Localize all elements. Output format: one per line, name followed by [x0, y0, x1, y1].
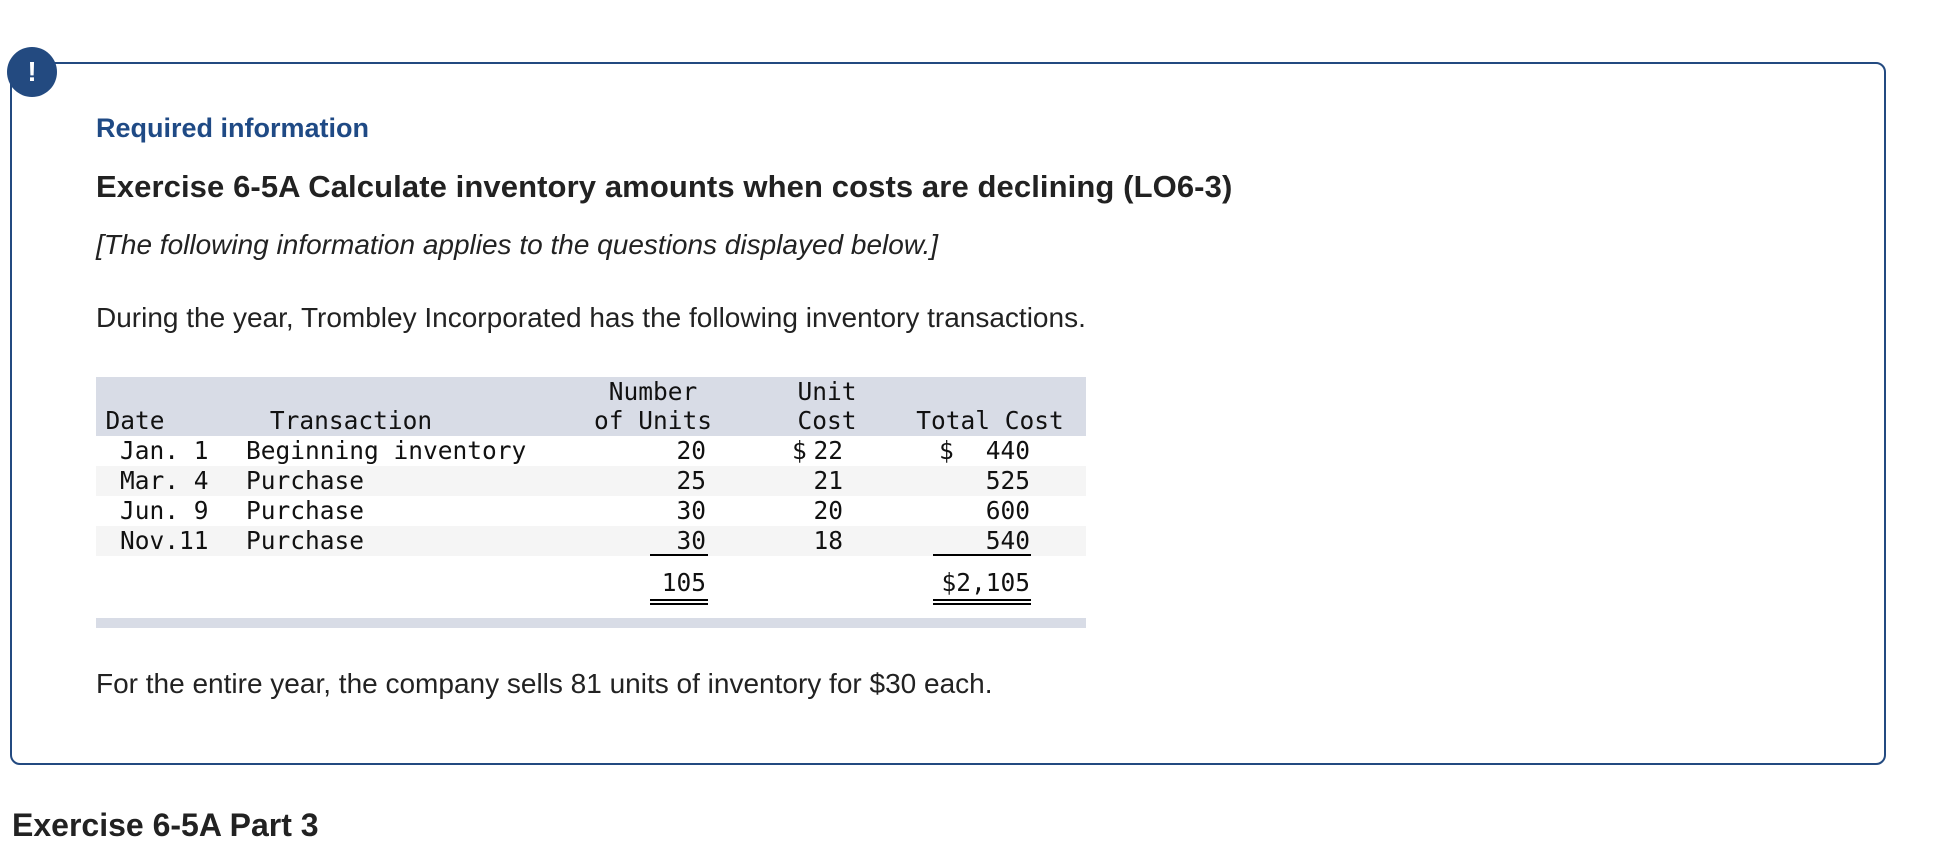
header-transaction: Transaction [269, 406, 433, 435]
cell-date: Jun. 9 [120, 496, 209, 525]
cell-units: 30 [676, 496, 706, 525]
units-total-double-rule [650, 599, 708, 605]
cell-unit-cost-symbol: $ [792, 436, 807, 465]
cell-unit-cost: 20 [813, 496, 843, 525]
header-unit-cost-line2: Cost [797, 406, 857, 435]
applies-note: [The following information applies to th… [96, 229, 939, 260]
cell-unit-cost: 22 [813, 436, 843, 465]
header-total-cost: Total Cost [916, 406, 1064, 435]
table-row: Nov.11 Purchase 30 18 540 [96, 526, 1086, 556]
total-cost-subtotal-rule [933, 554, 1031, 556]
cell-transaction: Beginning inventory [246, 436, 527, 465]
cell-date: Nov.11 [120, 526, 209, 555]
sales-note: For the entire year, the company sells 8… [96, 668, 993, 699]
table-row: Mar. 4 Purchase 25 21 525 [96, 466, 1086, 496]
cell-total-cost: 600 [985, 496, 1030, 525]
cell-total-cost: 440 [985, 436, 1030, 465]
totals-row: 105 $2,105 [96, 556, 1086, 618]
exercise-title: Exercise 6-5A Calculate inventory amount… [96, 169, 1233, 204]
cell-units: 30 [676, 526, 706, 555]
cell-units: 25 [676, 466, 706, 495]
table-row: Jun. 9 Purchase 30 20 600 [96, 496, 1086, 526]
cell-total-cost: 540 [985, 526, 1030, 555]
header-unit-cost-line1: Unit [797, 377, 857, 406]
inventory-transactions-table: Date Transaction Number of Units Unit Co… [96, 377, 1086, 628]
cell-unit-cost: 21 [813, 466, 843, 495]
exclamation-icon: ! [7, 47, 57, 97]
cell-transaction: Purchase [246, 526, 365, 555]
cell-transaction: Purchase [246, 466, 365, 495]
table-header: Date Transaction Number of Units Unit Co… [96, 377, 1086, 436]
part-3-heading: Exercise 6-5A Part 3 [12, 807, 319, 843]
required-information-label: Required information [96, 113, 370, 143]
cell-units: 20 [676, 436, 706, 465]
table-footer-band [96, 618, 1086, 628]
cell-total-symbol: $ [939, 436, 954, 465]
units-subtotal-rule [650, 554, 708, 556]
header-units-line2: of Units [593, 406, 712, 435]
required-information-panel [10, 62, 1886, 765]
cell-unit-cost: 18 [813, 526, 843, 555]
total-cost-double-rule [933, 599, 1031, 605]
total-units: 105 [661, 568, 706, 597]
table-row: Jan. 1 Beginning inventory 20 $ 22 $ 440 [96, 436, 1086, 466]
cell-total-cost: 525 [985, 466, 1030, 495]
cell-date: Jan. 1 [120, 436, 209, 465]
cell-transaction: Purchase [246, 496, 365, 525]
header-date: Date [105, 406, 165, 435]
cell-date: Mar. 4 [120, 466, 209, 495]
total-cost-sum: $2,105 [941, 568, 1030, 597]
header-units-line1: Number [608, 377, 698, 406]
intro-text: During the year, Trombley Incorporated h… [96, 302, 1086, 333]
